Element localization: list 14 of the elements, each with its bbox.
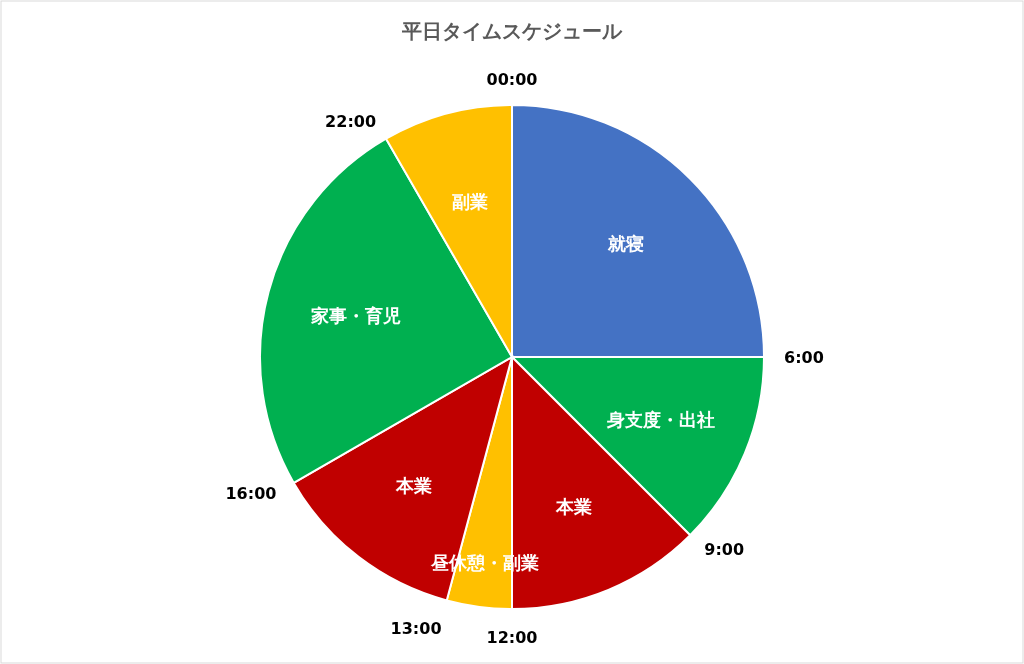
slice-label: 家事・育児 [310,305,402,327]
text: 00:00 [486,70,538,89]
text: 22:00 [325,112,377,132]
slice-label: 本業 [394,474,432,496]
slice-label: 身支度・出社 [606,408,715,430]
chart-title: 平日タイムスケジュール [401,19,623,43]
text: 6:00 [784,348,824,367]
slice-label: 就寝 [607,232,645,254]
text: 12:00 [486,628,538,647]
text: 9:00 [704,540,745,560]
slice-label: 副業 [452,191,489,213]
text: 13:00 [390,618,442,638]
text: 16:00 [225,483,277,503]
slice-label: 本業 [554,496,592,517]
